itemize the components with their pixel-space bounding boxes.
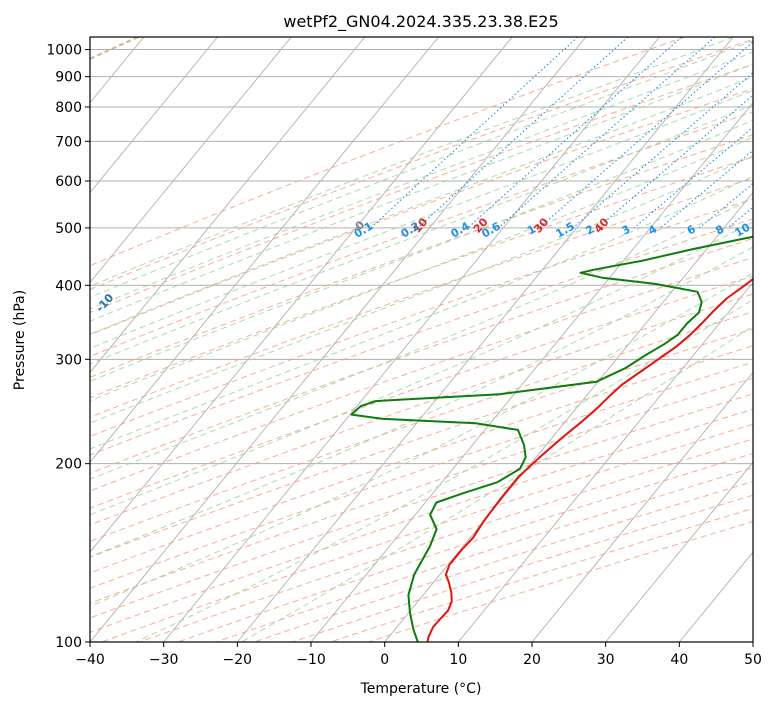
- mixing-ratio-label: 1.5: [554, 220, 577, 241]
- isotherm-line: [384, 191, 753, 642]
- chart-title: wetPf2_GN04.2024.335.23.38.E25: [283, 12, 558, 32]
- mixing-ratio-label: 8: [713, 223, 726, 238]
- dry-adiabat: [215, 467, 753, 642]
- dry-adiabat-label: -20: [0, 313, 10, 337]
- moist-adiabat: [90, 76, 753, 335]
- y-tick-label: 900: [55, 70, 82, 86]
- background-guides: [90, 37, 753, 642]
- x-tick-label: 30: [597, 652, 615, 668]
- plot-frame: [89, 36, 754, 643]
- dry-adiabat: [90, 38, 753, 291]
- dry-adiabat: [90, 37, 685, 267]
- dry-adiabat: [90, 218, 753, 456]
- isotherm-line: [531, 371, 753, 642]
- moist-adiabat: [90, 104, 753, 365]
- x-tick-label: 40: [670, 652, 688, 668]
- y-axis: 100 200 300 400 500 600 700 800 900 1000: [46, 43, 90, 651]
- y-tick-label: 500: [55, 221, 82, 237]
- moist-adiabat: [90, 89, 753, 349]
- isotherm-line: [163, 37, 660, 642]
- moist-adiabat: [90, 155, 753, 424]
- dry-adiabat: [90, 361, 753, 589]
- y-tick-label: 200: [55, 457, 82, 473]
- moist-adiabat: [241, 325, 753, 642]
- isotherm-line: [310, 102, 753, 642]
- y-tick-label: 100: [55, 635, 82, 651]
- y-tick-label: 600: [55, 174, 82, 190]
- y-tick-label: 300: [55, 352, 82, 368]
- dry-adiabat: [90, 408, 753, 633]
- x-axis: −40 −30 −20 −10 0 10 20 30 40 50: [75, 642, 762, 668]
- moist-adiabat: [90, 272, 753, 607]
- isotherm-line: [236, 37, 734, 642]
- isotherm-line: [752, 641, 753, 642]
- y-tick-label: 400: [55, 278, 82, 294]
- isotherm-line: [90, 37, 292, 284]
- x-axis-label: Temperature (°C): [360, 681, 482, 697]
- isotherm-line: [90, 37, 439, 463]
- mixing-ratio-line: [750, 225, 753, 229]
- moist-adiabat: [90, 175, 753, 450]
- moist-adiabat: [90, 197, 753, 480]
- y-axis-label: Pressure (hPa): [12, 290, 28, 390]
- isotherm-line: [605, 461, 753, 642]
- mixing-ratio-line: [572, 72, 753, 229]
- moist-adiabat: [90, 37, 734, 287]
- moist-adiabat: [90, 221, 753, 516]
- dry-adiabat: [90, 311, 753, 542]
- x-tick-label: −20: [223, 652, 253, 668]
- isotherm-line: [90, 37, 366, 374]
- moist-adiabat: [90, 136, 753, 402]
- mixing-ratio-line: [370, 37, 579, 229]
- dewpoint-profile: [350, 235, 753, 642]
- mixing-ratio-label: 3: [620, 223, 633, 238]
- isotherm-line: [678, 551, 753, 642]
- mixing-ratio-line: [660, 149, 753, 229]
- x-tick-label: 20: [523, 652, 541, 668]
- isotherm-line: [90, 37, 218, 194]
- dry-adiabat: [90, 198, 753, 438]
- x-tick-label: 10: [449, 652, 467, 668]
- dry-adiabat: [90, 393, 753, 619]
- x-tick-label: 0: [380, 652, 389, 668]
- mixing-ratio-line: [597, 94, 753, 229]
- x-tick-label: −40: [75, 652, 105, 668]
- series-layer: [350, 235, 753, 642]
- dry-adiabat: [90, 275, 753, 509]
- temperature-profile: [426, 277, 753, 642]
- y-tick-label: 1000: [46, 43, 82, 59]
- x-tick-label: −30: [149, 652, 179, 668]
- moist-adiabat: [90, 51, 753, 310]
- mixing-ratio-label: 6: [685, 222, 698, 237]
- moist-adiabat: [90, 63, 753, 322]
- dry-adiabat: [90, 88, 753, 336]
- x-tick-label: 50: [744, 652, 762, 668]
- mixing-ratio-line: [699, 182, 753, 229]
- dry-adiabat: [90, 177, 753, 418]
- mixing-ratio-line: [417, 37, 629, 229]
- isotherm-line: [90, 37, 587, 642]
- mixing-ratio-label: 13: [760, 221, 775, 240]
- x-tick-label: −10: [296, 652, 326, 668]
- y-tick-label: 800: [55, 100, 82, 116]
- isotherm-line: [457, 281, 753, 642]
- guide-labels: -100-90-80-70-60-50-40-30-20-10010203040…: [0, 215, 775, 337]
- isotherm-line: [90, 37, 513, 553]
- moist-adiabat: [90, 119, 753, 382]
- y-tick-label: 700: [55, 134, 82, 150]
- dry-adiabat: [90, 256, 753, 492]
- mixing-ratio-line: [538, 41, 753, 229]
